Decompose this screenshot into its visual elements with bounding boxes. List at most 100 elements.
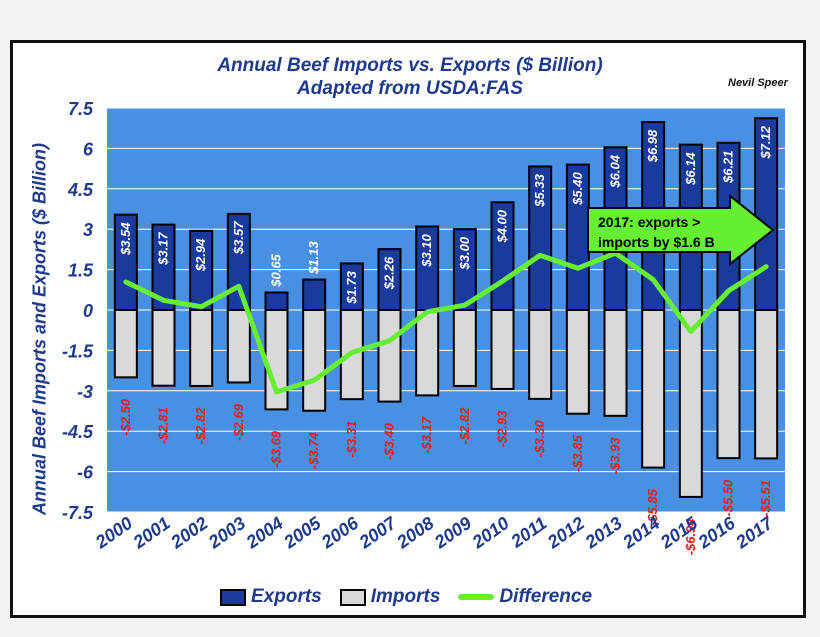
legend-imports-label: Imports (370, 586, 441, 607)
y-tick-label: -6 (77, 463, 94, 483)
export-data-label: $2.94 (193, 238, 208, 272)
import-bar (226, 309, 251, 384)
difference-line (123, 250, 769, 395)
import-data-label: -$3.40 (382, 422, 397, 460)
y-tick-label: -1.5 (62, 341, 94, 361)
author-credit: Nevil Speer (728, 77, 788, 89)
import-bar (716, 309, 741, 460)
export-data-label: $7.12 (758, 125, 773, 159)
y-tick-label: 6 (83, 139, 94, 159)
export-bar (302, 278, 327, 312)
import-data-label: -$3.93 (608, 437, 623, 475)
legend-difference-swatch (458, 594, 495, 600)
y-tick-label: 7.5 (68, 99, 94, 119)
y-tick-label: 1.5 (68, 261, 94, 281)
x-tick-label: 2005 (279, 512, 325, 552)
import-bar (377, 309, 402, 403)
export-data-label: $5.33 (532, 173, 547, 207)
import-data-label: -$3.69 (269, 430, 284, 468)
import-data-label: -$2.82 (193, 407, 208, 445)
export-data-label: $1.73 (344, 270, 359, 304)
chart-title: Annual Beef Imports vs. Exports ($ Billi… (217, 55, 603, 76)
import-data-label: -$2.50 (118, 398, 133, 436)
import-bar (189, 309, 214, 387)
x-tick-label: 2013 (581, 513, 626, 553)
export-data-label: $6.14 (683, 152, 698, 186)
import-bar (264, 309, 289, 411)
x-tick-label: 2011 (506, 513, 550, 552)
legend-imports: Imports (339, 586, 441, 608)
x-tick-label: 2002 (166, 513, 211, 553)
legend-difference: Difference (458, 586, 592, 608)
import-data-label: -$2.81 (156, 407, 171, 444)
import-data-label: -$3.74 (306, 432, 321, 470)
import-data-label: -$3.31 (344, 421, 359, 458)
y-tick-label: -4.5 (62, 422, 94, 442)
import-data-label: -$3.17 (419, 416, 434, 454)
annotation-text: imports by $1.6 B (598, 234, 715, 250)
export-data-label: $6.98 (645, 129, 660, 163)
x-tick-label: 2001 (129, 513, 174, 553)
import-bar (452, 309, 477, 387)
import-bar (151, 309, 176, 387)
import-bar (528, 309, 553, 400)
annotation-arrow (587, 193, 775, 267)
x-tick-label: 2006 (317, 512, 363, 552)
x-tick-label: 2010 (468, 513, 513, 553)
y-tick-label: -7.5 (62, 503, 94, 523)
y-tick-label: -3 (77, 382, 93, 402)
import-bar (641, 309, 666, 469)
x-tick-label: 2003 (204, 513, 249, 553)
x-tick-label: 2008 (392, 513, 437, 553)
x-tick-label: 2000 (91, 513, 136, 553)
import-data-label: -$5.50 (721, 479, 736, 517)
import-data-label: -$5.85 (645, 488, 660, 526)
export-data-label: $2.26 (382, 256, 397, 290)
legend: Exports Imports Difference (220, 586, 592, 608)
x-tick-label: 2012 (543, 513, 588, 553)
export-data-label: $4.00 (495, 209, 510, 243)
y-tick-label: 0 (83, 301, 93, 321)
legend-imports-swatch (339, 588, 366, 606)
export-data-label: $3.57 (231, 221, 246, 255)
export-data-label: $6.04 (608, 154, 623, 188)
chart-subtitle: Adapted from USDA:FAS (297, 78, 523, 99)
import-bar (490, 309, 515, 390)
import-data-label: -$5.51 (758, 480, 773, 517)
import-data-label: -$3.85 (570, 434, 585, 472)
export-data-label: $0.65 (269, 253, 284, 287)
export-data-label: $1.13 (306, 241, 321, 275)
y-tick-label: 3 (83, 220, 93, 240)
export-data-label: $5.40 (570, 172, 585, 206)
legend-exports-swatch (220, 588, 246, 606)
export-data-label: $3.10 (419, 233, 434, 267)
import-bar (415, 309, 440, 397)
legend-difference-label: Difference (499, 586, 593, 607)
export-bar (264, 291, 289, 312)
import-data-label: -$2.82 (457, 407, 472, 445)
export-data-label: $3.17 (156, 232, 171, 266)
y-tick-label: 4.5 (67, 180, 94, 200)
legend-exports: Exports (220, 586, 322, 608)
import-bar (302, 309, 327, 412)
y-axis-title: Annual Beef Imports and Exports ($ Billi… (29, 142, 50, 516)
import-bar (565, 309, 590, 415)
import-bar (113, 309, 138, 379)
x-tick-label: 2007 (355, 512, 401, 552)
import-bar (678, 309, 703, 498)
x-tick-label: 2017 (731, 512, 777, 552)
x-tick-label: 2016 (694, 512, 740, 552)
export-data-label: $3.00 (457, 236, 472, 270)
export-data-label: $6.21 (721, 150, 736, 184)
import-data-label: -$3.30 (532, 420, 547, 458)
x-tick-label: 2004 (242, 513, 287, 553)
import-bar (603, 309, 628, 417)
legend-exports-label: Exports (251, 586, 322, 607)
import-bar (754, 309, 779, 460)
import-data-label: -$6.94 (683, 518, 698, 556)
import-data-label: -$2.93 (495, 410, 510, 448)
annotation-text: 2017: exports > (598, 214, 700, 230)
import-data-label: -$2.69 (231, 403, 246, 441)
export-data-label: $3.54 (118, 222, 133, 256)
